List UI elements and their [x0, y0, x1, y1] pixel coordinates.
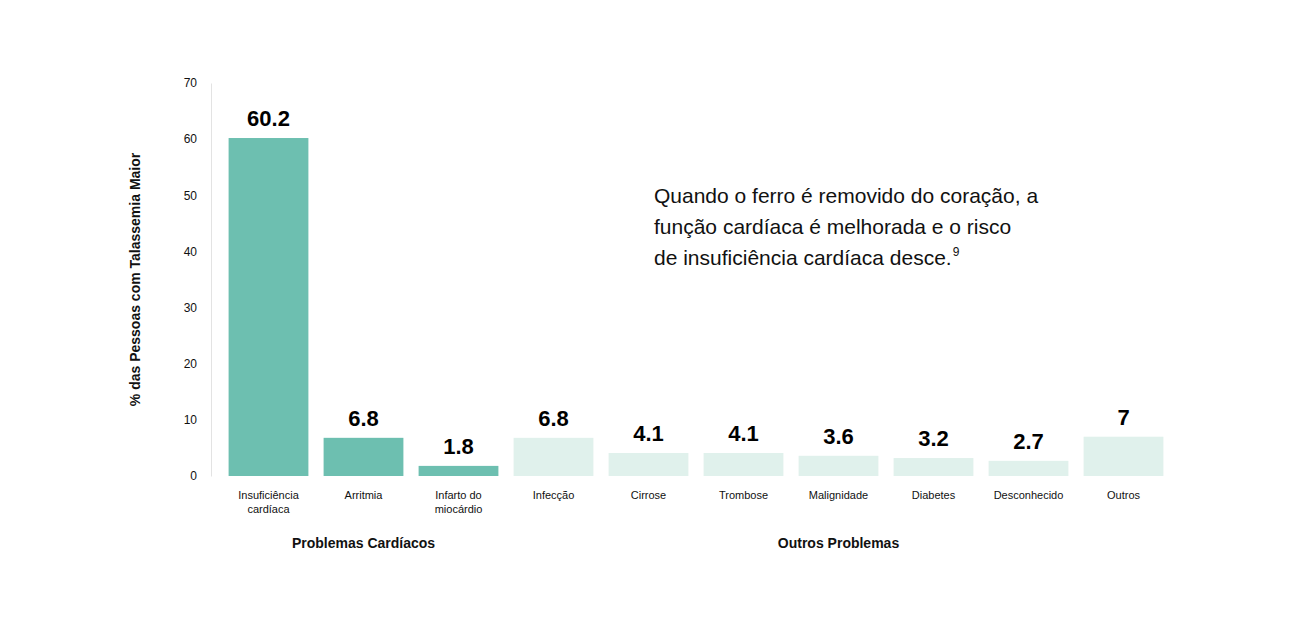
- tick-label: 60: [184, 132, 198, 146]
- data-label: 6.8: [348, 406, 379, 431]
- bars: [229, 138, 1164, 476]
- data-label: 1.8: [443, 434, 474, 459]
- tick-label: 10: [184, 413, 198, 427]
- y-axis-title: % das Pessoas com Talassemia Maior: [127, 152, 143, 406]
- category-label: Malignidade: [809, 489, 868, 501]
- x-axis: Insuficiênciacardíaca Arritmia Infarto dom…: [238, 489, 1140, 515]
- data-label: 3.2: [918, 426, 949, 451]
- data-label: 60.2: [247, 106, 290, 131]
- annotation: Quando o ferro é removido do coração, a f…: [654, 184, 1038, 269]
- bar: [514, 438, 594, 476]
- tick-label: 70: [184, 76, 198, 90]
- tick: 60: [184, 132, 211, 146]
- chart: 0 10 20 30 40 50 60 70 % das Pessoas com Talasse…: [0, 0, 1300, 642]
- category-label: Desconhecido: [994, 489, 1064, 501]
- tick-label: 30: [184, 301, 198, 315]
- tick-label: 0: [190, 469, 197, 483]
- group-labels: Problemas Cardíacos Outros Problemas: [292, 535, 899, 551]
- annotation-line: de insuficiência cardíaca desce.: [654, 246, 952, 269]
- tick-label: 20: [184, 357, 198, 371]
- bar: [229, 138, 309, 476]
- annotation-line: função cardíaca é melhorada e o risco: [654, 215, 1011, 238]
- tick: 40: [184, 245, 211, 259]
- group-label: Outros Problemas: [778, 535, 900, 551]
- category-label: Infecção: [533, 489, 575, 501]
- data-label: 4.1: [728, 421, 759, 446]
- bar: [419, 466, 499, 476]
- bar: [609, 453, 689, 476]
- data-label: 7: [1117, 405, 1129, 430]
- tick: 50: [184, 189, 211, 203]
- category-label: Outros: [1107, 489, 1141, 501]
- tick-label: 50: [184, 189, 198, 203]
- annotation-line: Quando o ferro é removido do coração, a: [654, 184, 1038, 207]
- tick: 30: [184, 301, 211, 315]
- category-label: Trombose: [719, 489, 768, 501]
- bar: [1084, 437, 1164, 476]
- tick-label: 40: [184, 245, 198, 259]
- tick: 0: [190, 469, 211, 483]
- category-label: Infarto domiocárdio: [435, 489, 483, 515]
- annotation-reference: 9: [953, 245, 960, 259]
- y-axis: 0 10 20 30 40 50 60 70: [184, 76, 212, 483]
- bar: [894, 458, 974, 476]
- bar: [799, 456, 879, 476]
- category-label: Arritmia: [345, 489, 384, 501]
- data-label: 6.8: [538, 406, 569, 431]
- tick: 70: [184, 76, 211, 90]
- tick: 20: [184, 357, 211, 371]
- category-label: Insuficiênciacardíaca: [238, 489, 299, 515]
- bar: [989, 461, 1069, 476]
- data-label: 4.1: [633, 421, 664, 446]
- bar: [704, 453, 784, 476]
- data-label: 2.7: [1013, 429, 1044, 454]
- group-label: Problemas Cardíacos: [292, 535, 435, 551]
- category-label: Cirrose: [631, 489, 666, 501]
- bar: [324, 438, 404, 476]
- category-label: Diabetes: [912, 489, 956, 501]
- data-labels: 60.2 6.8 1.8 6.8 4.1 4.1 3.6 3.2 2.7 7: [247, 106, 1130, 459]
- data-label: 3.6: [823, 424, 854, 449]
- axis-line: [211, 84, 212, 477]
- tick: 10: [184, 413, 211, 427]
